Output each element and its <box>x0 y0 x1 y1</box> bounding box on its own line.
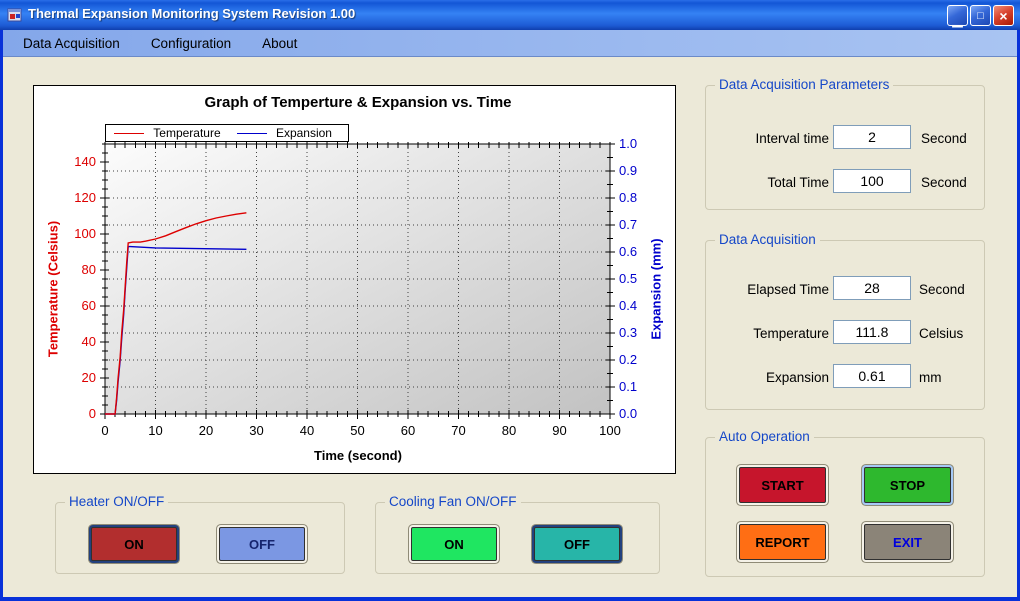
svg-text:0.9: 0.9 <box>619 163 637 178</box>
svg-text:40: 40 <box>300 423 314 438</box>
svg-text:80: 80 <box>502 423 516 438</box>
acquisition-groupbox: Data Acquisition Elapsed Time Second Tem… <box>705 232 985 410</box>
fan-off-button[interactable]: OFF <box>534 527 620 561</box>
right-axis-title: Expansion (mm) <box>648 238 664 340</box>
svg-text:60: 60 <box>401 423 415 438</box>
close-button[interactable]: × <box>993 5 1014 26</box>
maximize-icon: □ <box>977 9 984 22</box>
legend-expansion-label: Expansion <box>275 126 332 140</box>
menu-about[interactable]: About <box>262 35 298 51</box>
svg-text:20: 20 <box>199 423 213 438</box>
total-time-label: Total Time <box>767 175 829 190</box>
left-axis-title: Temperature (Celsius) <box>45 220 61 358</box>
svg-text:60: 60 <box>82 298 96 313</box>
titlebar: Thermal Expansion Monitoring System Revi… <box>0 0 1020 30</box>
minimize-icon: ▁ <box>952 11 963 27</box>
legend-temperature-label: Temperature <box>153 126 221 140</box>
report-button[interactable]: REPORT <box>739 524 826 560</box>
exit-button[interactable]: EXIT <box>864 524 951 560</box>
svg-text:90: 90 <box>552 423 566 438</box>
acquisition-title: Data Acquisition <box>715 232 820 247</box>
elapsed-time-label: Elapsed Time <box>747 282 829 297</box>
svg-text:120: 120 <box>74 190 96 205</box>
svg-text:0.2: 0.2 <box>619 352 637 367</box>
params-title: Data Acquisition Parameters <box>715 77 894 92</box>
fan-groupbox: Cooling Fan ON/OFF ON OFF <box>375 494 660 574</box>
start-button[interactable]: START <box>739 467 826 503</box>
auto-operation-title: Auto Operation <box>715 429 814 444</box>
interval-time-input[interactable] <box>833 125 911 149</box>
fan-title: Cooling Fan ON/OFF <box>385 494 521 509</box>
heater-on-button[interactable]: ON <box>91 527 177 561</box>
svg-text:0: 0 <box>89 406 96 421</box>
temperature-input[interactable] <box>833 320 911 344</box>
svg-text:50: 50 <box>350 423 364 438</box>
svg-text:0.1: 0.1 <box>619 379 637 394</box>
svg-text:140: 140 <box>74 154 96 169</box>
total-time-unit: Second <box>921 175 967 190</box>
expansion-unit: mm <box>919 370 942 385</box>
heater-off-button[interactable]: OFF <box>219 527 305 561</box>
chart-title: Graph of Temperture & Expansion vs. Time <box>204 94 512 111</box>
svg-text:0.3: 0.3 <box>619 325 637 340</box>
stop-button[interactable]: STOP <box>864 467 951 503</box>
legend-temperature-line <box>114 132 145 134</box>
svg-text:10: 10 <box>148 423 162 438</box>
menu-configuration[interactable]: Configuration <box>150 35 232 51</box>
heater-groupbox: Heater ON/OFF ON OFF <box>55 494 345 574</box>
svg-text:0.8: 0.8 <box>619 190 637 205</box>
minimize-button[interactable]: ▁ <box>947 5 968 27</box>
maximize-button[interactable]: □ <box>970 5 991 26</box>
chart-panel: 0 10 20 30 40 50 60 70 80 90 100 0 20 40 60 80 100 120 140… <box>33 85 676 474</box>
svg-text:100: 100 <box>599 423 621 438</box>
svg-text:0.6: 0.6 <box>619 244 637 259</box>
svg-text:0.0: 0.0 <box>619 406 637 421</box>
chart-svg: 0 10 20 30 40 50 60 70 80 90 100 0 20 40 60 80 100 120 140… <box>74 136 637 438</box>
svg-text:0: 0 <box>101 423 108 438</box>
svg-text:100: 100 <box>74 226 96 241</box>
total-time-input[interactable] <box>833 169 911 193</box>
svg-text:40: 40 <box>82 334 96 349</box>
svg-text:30: 30 <box>249 423 263 438</box>
client-area: 0 10 20 30 40 50 60 70 80 90 100 0 20 40 60 80 100 120 140… <box>3 57 1017 597</box>
elapsed-time-unit: Second <box>919 282 965 297</box>
svg-text:1.0: 1.0 <box>619 136 637 151</box>
menu-data-acquisition[interactable]: Data Acquisition <box>23 35 120 51</box>
fan-on-button[interactable]: ON <box>411 527 497 561</box>
chart-legend: Temperature Expansion <box>105 124 349 142</box>
legend-expansion-line <box>236 132 267 134</box>
x-axis-title: Time (second) <box>314 448 402 463</box>
auto-operation-groupbox: Auto Operation START STOP REPORT EXIT <box>705 429 985 577</box>
interval-time-label: Interval time <box>755 131 829 146</box>
expansion-input[interactable] <box>833 364 911 388</box>
svg-text:0.7: 0.7 <box>619 217 637 232</box>
svg-text:0.4: 0.4 <box>619 298 637 313</box>
menubar: Data Acquisition Configuration About <box>3 30 1017 57</box>
svg-text:80: 80 <box>82 262 96 277</box>
temperature-unit: Celsius <box>919 326 964 341</box>
heater-title: Heater ON/OFF <box>65 494 169 509</box>
temperature-label: Temperature <box>753 326 829 341</box>
elapsed-time-input[interactable] <box>833 276 911 300</box>
window-title: Thermal Expansion Monitoring System Revi… <box>28 6 356 21</box>
expansion-label: Expansion <box>765 370 829 385</box>
interval-time-unit: Second <box>921 131 967 146</box>
svg-text:70: 70 <box>451 423 465 438</box>
close-icon: × <box>999 7 1008 24</box>
app-icon <box>7 8 22 22</box>
svg-text:0.5: 0.5 <box>619 271 637 286</box>
params-groupbox: Data Acquisition Parameters Interval tim… <box>705 77 985 210</box>
svg-text:20: 20 <box>82 370 96 385</box>
